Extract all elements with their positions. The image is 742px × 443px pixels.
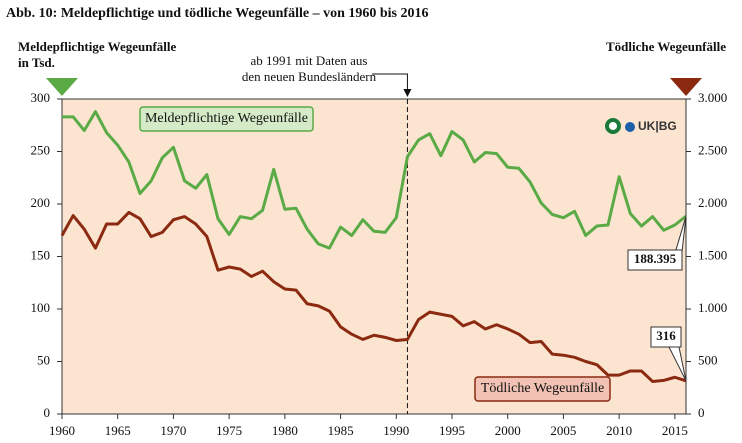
data-label-box [650, 326, 682, 348]
data-label: 316 [656, 328, 676, 343]
x-tick-label: 1975 [216, 423, 242, 438]
chart-title: Abb. 10: Meldepflichtige und tödliche We… [6, 6, 429, 21]
annotation: ab 1991 mit Daten aus [251, 53, 368, 68]
legend-box [139, 106, 314, 132]
y-tick-label: 150 [31, 247, 51, 262]
y2-axis-label: Tödliche Wegeunfälle [606, 39, 726, 54]
label-pointer [668, 346, 687, 382]
x-tick-label: 1970 [160, 423, 186, 438]
y2-tick-label: 1.500 [698, 247, 727, 262]
annotation: den neuen Bundesländern [242, 69, 377, 84]
x-tick-label: 1990 [383, 423, 409, 438]
legend-box [474, 376, 611, 402]
data-label: 188.395 [634, 251, 677, 266]
axis-marker [670, 78, 702, 96]
x-tick-label: 1965 [105, 423, 131, 438]
logo-text: UK|BG [638, 119, 677, 133]
x-tick-label: 2000 [495, 423, 521, 438]
logo: UK|BG [605, 118, 677, 134]
x-tick-label: 2010 [606, 423, 632, 438]
annotation-arrow [372, 73, 408, 92]
y2-tick-label: 3.000 [698, 90, 727, 105]
y2-tick-label: 2.000 [698, 195, 727, 210]
y-tick-label: 100 [31, 300, 51, 315]
y2-tick-label: 1.000 [698, 300, 727, 315]
y2-tick-label: 2.500 [698, 142, 727, 157]
axis-marker [46, 78, 78, 96]
y-axis-label: Meldepflichtige Wegeunfälle [18, 39, 176, 54]
x-tick-label: 1995 [439, 423, 465, 438]
plot-area [61, 98, 687, 415]
y-axis-label: in Tsd. [18, 55, 55, 70]
y-tick-label: 200 [31, 195, 51, 210]
x-tick-label: 1985 [328, 423, 354, 438]
x-tick-label: 2015 [662, 423, 688, 438]
line [62, 110, 687, 250]
legend-label: Meldepflichtige Wegeunfälle [145, 111, 308, 126]
legend-label: Tödliche Wegeunfälle [481, 381, 604, 396]
y2-tick-label: 500 [698, 352, 718, 367]
y-tick-label: 0 [44, 405, 51, 420]
y-tick-label: 250 [31, 142, 51, 157]
annotation-arrowhead [403, 89, 412, 97]
y2-tick-label: 0 [698, 405, 705, 420]
x-tick-label: 1960 [49, 423, 75, 438]
x-tick-label: 2005 [550, 423, 576, 438]
y-tick-label: 300 [31, 90, 51, 105]
x-tick-label: 1980 [272, 423, 298, 438]
line [60, 210, 687, 383]
y-tick-label: 50 [37, 352, 50, 367]
data-label-box [627, 249, 683, 271]
